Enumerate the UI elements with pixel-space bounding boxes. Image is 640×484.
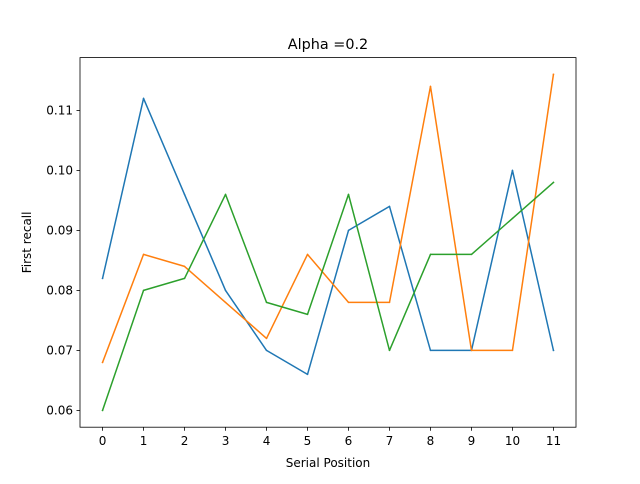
series-1-point [347, 229, 350, 232]
y-tick-label: 0.06 [46, 404, 73, 418]
y-tick-label: 0.08 [46, 284, 73, 298]
series-2-point [306, 253, 309, 256]
chart-title: Alpha =0.2 [288, 37, 368, 53]
series-2-point [142, 253, 145, 256]
series-3-point [552, 181, 555, 184]
x-axis-label: Serial Position [286, 456, 371, 470]
x-tick-label: 11 [546, 434, 561, 448]
y-axis: 0.06 0.07 0.08 0.09 0.10 0.11 [46, 104, 80, 418]
series-2-point [347, 301, 350, 304]
plot-frame [79, 57, 577, 428]
x-tick-label: 10 [505, 434, 520, 448]
series-1-point [183, 193, 186, 196]
series-line-3 [101, 181, 555, 412]
series-3-point [306, 313, 309, 316]
series-layer [101, 73, 555, 412]
series-1-point [388, 205, 391, 208]
series-2-point [511, 349, 514, 352]
x-tick-label: 4 [263, 434, 271, 448]
series-3-point [388, 349, 391, 352]
y-tick-label: 0.10 [46, 164, 73, 178]
x-tick-label: 0 [99, 434, 107, 448]
x-tick-label: 9 [468, 434, 476, 448]
series-1-point [265, 349, 268, 352]
series-1-point [224, 289, 227, 292]
y-axis-label: First recall [20, 212, 34, 274]
series-3-point [101, 409, 104, 412]
series-3-point [183, 277, 186, 280]
series-2-point [388, 301, 391, 304]
series-2-point [224, 301, 227, 304]
series-1-point [101, 277, 104, 280]
series-3-point [224, 193, 227, 196]
x-tick-label: 6 [345, 434, 353, 448]
x-tick-label: 3 [222, 434, 230, 448]
x-tick-label: 8 [427, 434, 435, 448]
series-2-point [429, 85, 432, 88]
x-tick-label: 5 [304, 434, 312, 448]
series-1-point [142, 97, 145, 100]
series-2-point [101, 361, 104, 364]
series-3-point [511, 217, 514, 220]
x-tick-label: 1 [140, 434, 148, 448]
series-3-point [429, 253, 432, 256]
y-tick-label: 0.11 [46, 104, 73, 118]
series-1-point [552, 349, 555, 352]
x-tick-label: 7 [386, 434, 394, 448]
series-2-point [552, 73, 555, 76]
series-line-2 [101, 73, 555, 364]
series-3-point [142, 289, 145, 292]
y-tick-label: 0.09 [46, 224, 73, 238]
x-axis: 0 1 2 3 4 5 6 7 8 9 10 11 [99, 427, 561, 448]
series-line-1 [101, 97, 555, 376]
x-tick-label: 2 [181, 434, 189, 448]
series-3-point [470, 253, 473, 256]
y-tick-label: 0.07 [46, 344, 73, 358]
series-1-point [306, 373, 309, 376]
series-1-point [429, 349, 432, 352]
series-2-point [183, 265, 186, 268]
series-3-point [347, 193, 350, 196]
series-3-point [265, 301, 268, 304]
series-2-point [265, 337, 268, 340]
series-1-point [511, 169, 514, 172]
series-2-point [470, 349, 473, 352]
